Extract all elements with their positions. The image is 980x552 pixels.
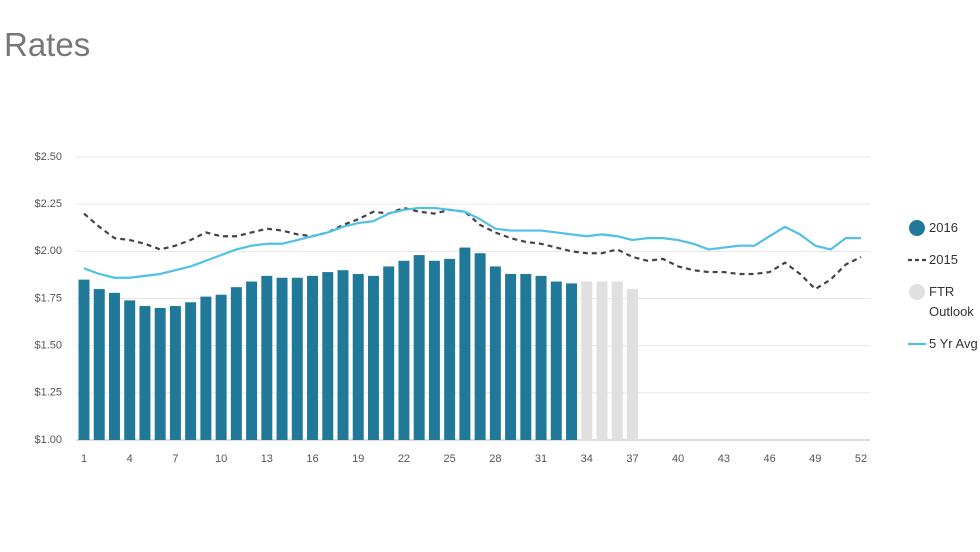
x-tick-label: 7 <box>172 453 178 465</box>
x-tick-label: 46 <box>763 453 775 465</box>
bar <box>215 294 227 440</box>
x-tick-label: 34 <box>581 453 593 465</box>
bar <box>626 289 638 440</box>
legend-entry: FTR Outlook <box>905 282 980 322</box>
bar <box>322 272 334 440</box>
bar <box>246 281 258 440</box>
bar <box>78 279 90 440</box>
bar <box>337 270 349 440</box>
line <box>83 206 862 291</box>
y-tick-label: $2.25 <box>34 198 62 210</box>
bar <box>413 255 425 440</box>
bar <box>505 273 517 440</box>
x-tick-label: 13 <box>261 453 273 465</box>
x-tick-label: 22 <box>398 453 410 465</box>
bar <box>611 281 623 440</box>
bar <box>444 258 456 440</box>
legend-swatch <box>909 220 925 236</box>
bar <box>185 302 197 440</box>
bar <box>367 275 379 440</box>
x-tick-label: 49 <box>809 453 821 465</box>
x-tick-label: 10 <box>215 453 227 465</box>
bar <box>169 306 181 440</box>
bar <box>124 300 136 440</box>
legend-swatch <box>908 342 926 346</box>
bar <box>550 281 562 440</box>
y-tick-label: $1.50 <box>34 340 62 352</box>
bar <box>474 253 486 440</box>
bar <box>535 275 547 440</box>
legend-marker <box>909 220 925 236</box>
bar <box>383 266 395 440</box>
bar <box>108 292 120 440</box>
y-tick-label: $2.00 <box>34 245 62 257</box>
x-tick-label: 37 <box>626 453 638 465</box>
bar <box>581 281 593 440</box>
legend-label: 2016 <box>929 220 958 235</box>
x-tick-label: 1 <box>81 453 87 465</box>
legend-entry: 5 Yr Avg <box>905 334 980 354</box>
bar <box>93 289 105 440</box>
bar <box>428 260 440 440</box>
bar <box>230 287 242 440</box>
legend-label: 5 Yr Avg <box>929 336 978 351</box>
bar <box>261 275 273 440</box>
bar <box>276 277 288 440</box>
y-tick-label: $1.75 <box>34 292 62 304</box>
x-tick-label: 28 <box>489 453 501 465</box>
bar <box>139 306 151 440</box>
legend-entry: 2016 <box>905 218 980 238</box>
x-tick-label: 52 <box>855 453 867 465</box>
legend-swatch <box>908 258 926 262</box>
x-tick-label: 31 <box>535 453 547 465</box>
legend: 2016 2015 FTR Outlook 5 Yr Avg <box>905 218 980 366</box>
y-tick-label: $1.00 <box>34 434 62 446</box>
x-tick-label: 19 <box>352 453 364 465</box>
line <box>83 206 861 279</box>
chart-title: Rates <box>4 26 91 63</box>
x-tick-label: 40 <box>672 453 684 465</box>
bar <box>352 273 364 440</box>
legend-swatch <box>909 284 925 300</box>
bar <box>459 247 471 440</box>
x-tick-label: 25 <box>444 453 456 465</box>
bar <box>596 281 608 440</box>
legend-entry: 2015 <box>905 250 980 270</box>
bar <box>291 277 303 440</box>
legend-label: 2015 <box>929 252 958 267</box>
bar <box>200 296 212 440</box>
y-tick-label: $1.25 <box>34 387 62 399</box>
bar <box>307 275 319 440</box>
bar <box>398 260 410 440</box>
bar <box>489 266 501 440</box>
bar <box>520 273 532 440</box>
x-tick-label: 43 <box>718 453 730 465</box>
y-tick-label: $2.50 <box>34 151 62 163</box>
legend-label: FTR Outlook <box>929 284 974 319</box>
x-tick-label: 16 <box>306 453 318 465</box>
legend-marker <box>909 284 925 300</box>
bar <box>154 307 166 440</box>
x-tick-label: 4 <box>127 453 133 465</box>
bar <box>566 283 578 440</box>
